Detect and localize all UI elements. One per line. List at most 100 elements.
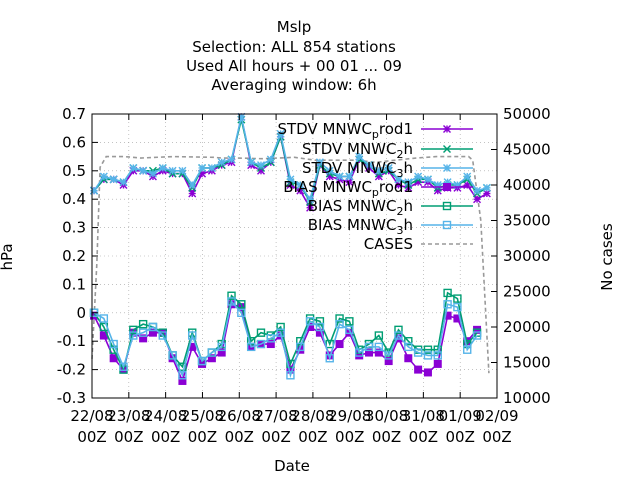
data-point	[394, 175, 403, 184]
data-point	[374, 348, 383, 357]
data-point	[188, 189, 197, 198]
y2-tick-label: 35000	[503, 212, 551, 230]
data-point	[207, 348, 217, 357]
legend-marker	[443, 183, 451, 191]
data-point	[305, 317, 315, 326]
legend-marker	[442, 201, 452, 211]
data-point	[266, 155, 275, 164]
data-point	[207, 163, 216, 172]
data-point	[148, 328, 157, 337]
data-point	[109, 345, 118, 354]
data-point	[129, 325, 138, 335]
data-point	[384, 351, 393, 360]
data-point	[472, 331, 482, 340]
data-point	[433, 351, 442, 360]
data-point	[158, 163, 167, 172]
data-point	[276, 328, 285, 337]
data-point	[315, 158, 324, 167]
data-point	[286, 371, 295, 380]
data-point	[365, 348, 374, 357]
data-point	[414, 365, 423, 374]
data-point	[227, 155, 236, 164]
data-point	[266, 334, 276, 343]
y2-tick-label: 20000	[503, 318, 551, 336]
y2-axis-ticks: 50000 45000 40000 35000 30000 25000 20000 15000…	[491, 105, 551, 407]
data-point	[296, 342, 305, 352]
data-point	[276, 129, 285, 138]
x-axis-ticks: 22/0800Z23/0800Z24/0800Z25/0800Z26/0800Z…	[70, 114, 519, 446]
data-point	[482, 183, 491, 192]
data-point	[227, 297, 236, 306]
x-tick-date: 31/08	[402, 407, 445, 425]
data-point	[384, 357, 393, 366]
data-point	[473, 195, 482, 204]
data-point	[404, 342, 413, 352]
x-tick-date: 27/08	[254, 407, 297, 425]
data-point	[335, 172, 344, 181]
data-point	[345, 317, 354, 326]
data-point	[374, 342, 384, 352]
data-point	[433, 359, 442, 368]
data-point	[354, 348, 364, 357]
x-tick-date: 29/08	[328, 407, 371, 425]
data-point	[423, 175, 432, 184]
cases-line	[91, 155, 490, 374]
title-line-3: Used All hours + 00 01 ... 09	[186, 57, 402, 75]
data-point	[237, 300, 246, 309]
data-point	[178, 371, 187, 380]
data-point	[414, 172, 423, 181]
y2-tick-label: 25000	[503, 283, 551, 301]
x-tick-time: 00Z	[298, 428, 327, 446]
y-tick-label: 0	[76, 304, 86, 322]
legend-marker	[443, 125, 451, 133]
data-point	[197, 356, 207, 366]
data-point	[227, 291, 236, 300]
data-point	[423, 351, 433, 360]
y-tick-label: 0.7	[62, 105, 86, 123]
y-tick-label: 0.2	[62, 247, 86, 265]
title-line-4: Averaging window: 6h	[211, 76, 376, 94]
data-point	[256, 339, 266, 349]
data-point	[247, 158, 256, 167]
data-point	[394, 331, 403, 340]
data-point	[473, 186, 482, 195]
data-point	[394, 325, 403, 335]
x-tick-date: 24/08	[144, 407, 187, 425]
data-point	[296, 181, 305, 189]
data-point	[306, 195, 315, 204]
x-tick-date: 01/09	[439, 407, 482, 425]
data-point	[99, 314, 109, 323]
data-point	[188, 181, 197, 189]
y-tick-label: -0.1	[57, 332, 86, 350]
data-point	[109, 339, 118, 349]
data-series	[89, 112, 491, 385]
data-point	[168, 351, 177, 360]
y-axis-ticks: 0.7 0.6 0.5 0.4 0.3 0.2 0.1 0 -0.1 -0.2 -0.3	[57, 105, 98, 407]
data-point	[463, 345, 472, 354]
y2-tick-label: 30000	[503, 247, 551, 265]
data-point	[286, 175, 295, 184]
y-tick-label: -0.2	[57, 361, 86, 379]
data-point	[345, 172, 354, 181]
data-point	[355, 152, 364, 161]
x-tick-time: 00Z	[114, 428, 143, 446]
data-point	[394, 181, 403, 189]
data-point	[188, 331, 197, 340]
legend-label: BIAS MNWC2h	[308, 197, 413, 218]
series-5	[89, 297, 482, 380]
data-point	[423, 345, 433, 354]
data-point	[217, 158, 226, 167]
data-point	[129, 331, 138, 340]
data-point	[423, 368, 432, 377]
data-point	[453, 294, 462, 303]
data-point	[384, 163, 393, 172]
x-tick-time: 00Z	[372, 428, 401, 446]
data-point	[404, 337, 413, 346]
data-point	[443, 288, 452, 298]
cases-series	[91, 155, 490, 374]
data-point	[139, 166, 148, 175]
data-point	[266, 340, 275, 349]
series-line	[93, 291, 478, 372]
data-point	[365, 161, 374, 170]
